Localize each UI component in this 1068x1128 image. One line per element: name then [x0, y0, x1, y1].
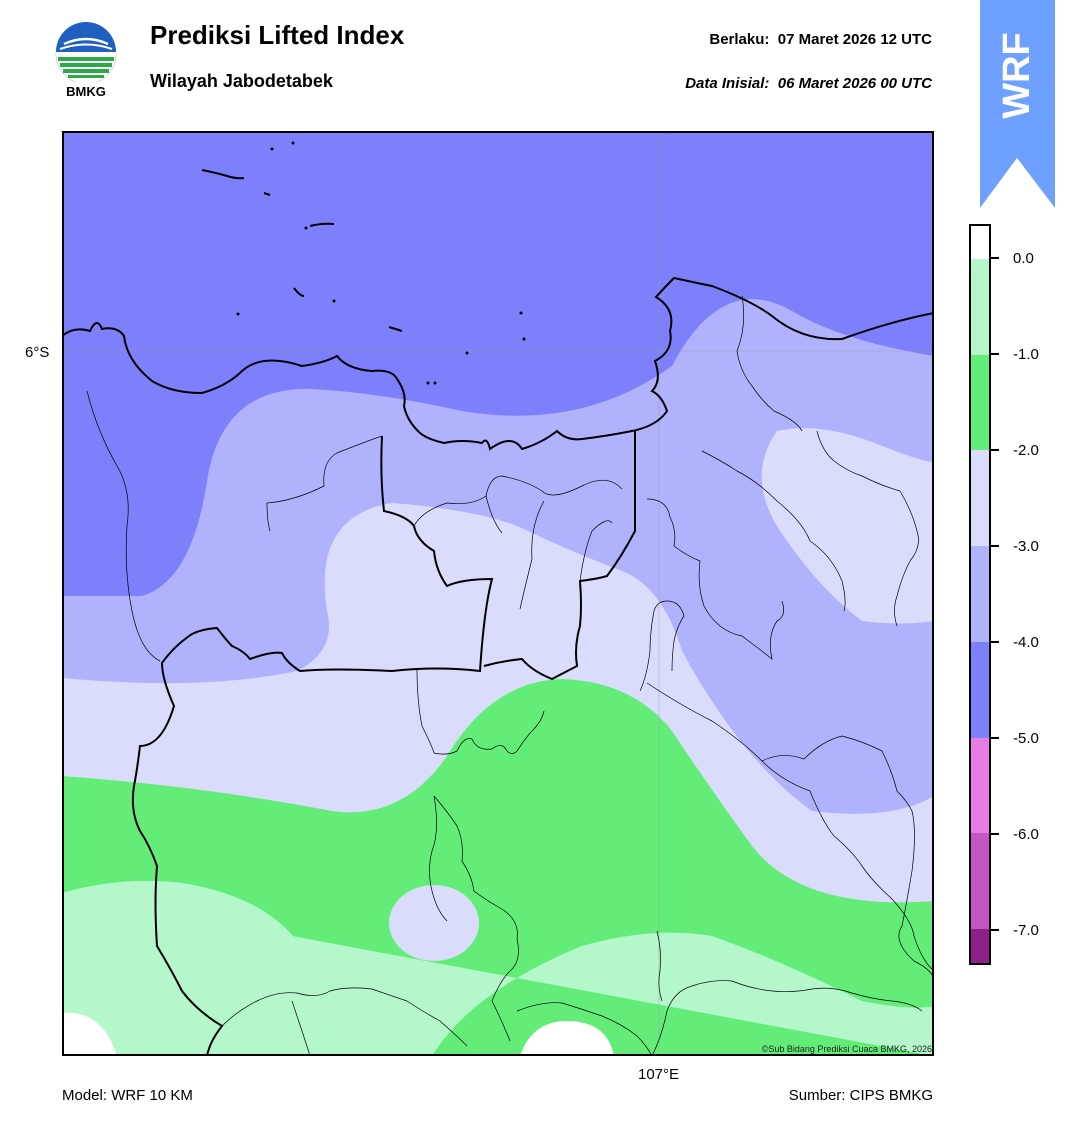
- island-4: [293, 287, 305, 297]
- colorbar-tick: -2.0: [991, 441, 1039, 459]
- island-3: [309, 222, 335, 227]
- colorbar-tick: -4.0: [991, 633, 1039, 651]
- colorbar-tick: -6.0: [991, 825, 1039, 843]
- island-9: [332, 299, 336, 303]
- map-subtitle: Wilayah Jabodetabek: [150, 71, 333, 91]
- wrf-badge-text: WRF: [996, 31, 1038, 119]
- colorbar-tick: 0.0: [991, 249, 1034, 267]
- colorbar-ticks: 0.0 -1.0 -2.0 -3.0 -4.0 -5.0 -6.0 -7.0: [991, 224, 1068, 965]
- island-15: [433, 381, 437, 385]
- regency-boundaries: [86, 295, 934, 1056]
- island-14: [426, 381, 430, 385]
- island-5: [388, 326, 403, 332]
- wrf-badge-shape: [980, 0, 1055, 208]
- lifted-index-map: [62, 131, 934, 1056]
- colorbar-tick: -1.0: [991, 345, 1039, 363]
- island-1: [201, 169, 245, 180]
- colorbar-seg-below-minus7: [971, 929, 989, 964]
- colorbar-tick: -7.0: [991, 921, 1039, 939]
- colorbar-seg-minus2-to-minus3: [971, 450, 989, 547]
- island-13: [465, 351, 469, 355]
- zone-minus2-to-minus3-island: [389, 885, 479, 961]
- model-info: Model: WRF 10 KM: [62, 1087, 193, 1104]
- bmkg-logo-icon: [55, 22, 117, 85]
- valid-time: Berlaku: 07 Maret 2026 12 UTC: [709, 31, 932, 48]
- island-12: [522, 337, 526, 341]
- zone-minus2-to-minus3-east: [761, 428, 934, 624]
- map-title: Prediksi Lifted Index: [150, 20, 405, 50]
- island-11: [519, 311, 523, 315]
- colorbar-tick-label: -2.0: [1013, 441, 1039, 459]
- colorbar-seg-minus3-to-minus4: [971, 546, 989, 642]
- map-svg: [62, 131, 934, 1056]
- lon-label-107e: 107°E: [638, 1066, 680, 1083]
- province-boundary-east: [483, 431, 636, 681]
- lat-label-6s: 6°S: [25, 344, 50, 361]
- zone-above-0-sw: [62, 1012, 117, 1056]
- wrf-badge: WRF: [980, 0, 1055, 210]
- colorbar-seg-minus5-to-minus6: [971, 737, 989, 834]
- init-time-value: 06 Maret 2026 00 UTC: [777, 75, 932, 92]
- island-2: [263, 192, 271, 196]
- colorbar-tick-label: 0.0: [1013, 249, 1034, 267]
- colorbar-tick: -3.0: [991, 537, 1039, 555]
- colorbar-seg-above-0: [971, 226, 989, 259]
- colorbar-seg-minus1-to-minus2: [971, 354, 989, 451]
- colorbar-tick-label: -5.0: [1013, 729, 1039, 747]
- colorbar-tick-label: -4.0: [1013, 633, 1039, 651]
- colorbar-tick-label: -6.0: [1013, 825, 1039, 843]
- colorbar: [969, 224, 991, 965]
- colorbar-tick: -5.0: [991, 729, 1039, 747]
- colorbar-tick-label: -1.0: [1013, 345, 1039, 363]
- colorbar-tick-label: -7.0: [1013, 921, 1039, 939]
- map-border: [62, 131, 934, 1056]
- island-6: [270, 147, 274, 151]
- island-7: [291, 141, 295, 145]
- init-time-label: Data Inisial:: [685, 75, 770, 92]
- valid-time-label: Berlaku:: [709, 31, 770, 48]
- init-time: Data Inisial: 06 Maret 2026 00 UTC: [685, 75, 932, 92]
- copyright-note: ©Sub Bidang Prediksi Cuaca BMKG, 2026: [761, 1044, 932, 1054]
- colorbar-seg-minus4-to-minus5: [971, 641, 989, 738]
- island-10: [236, 312, 240, 316]
- zone-above-0-south: [520, 1021, 614, 1056]
- bmkg-logo: BMKG: [50, 18, 122, 102]
- province-boundary-west: [131, 435, 494, 1056]
- colorbar-seg-0-to-minus1: [971, 259, 989, 355]
- zone-0-to-minus1-west: [62, 880, 327, 1056]
- valid-time-value: 07 Maret 2026 12 UTC: [777, 31, 932, 48]
- source-info: Sumber: CIPS BMKG: [788, 1087, 933, 1104]
- coastline: [62, 276, 934, 451]
- agency-name: BMKG: [66, 84, 106, 99]
- island-8: [304, 226, 308, 230]
- colorbar-tick-label: -3.0: [1013, 537, 1039, 555]
- colorbar-seg-minus6-to-minus7: [971, 833, 989, 930]
